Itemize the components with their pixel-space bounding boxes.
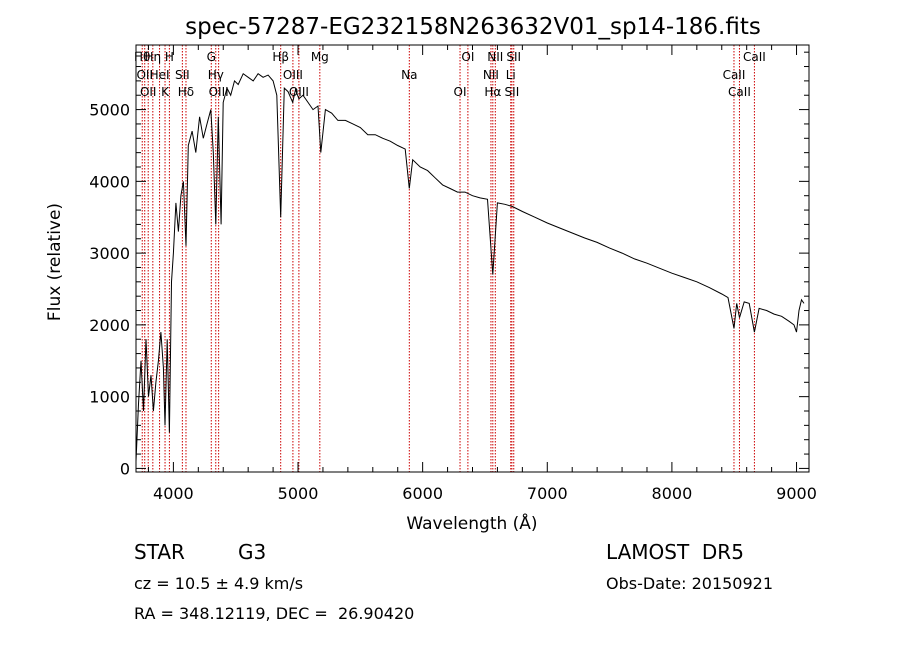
y-axis-label: Flux (relative): [45, 203, 65, 321]
spectral-line-label: H: [165, 50, 174, 64]
y-tick-label: 1000: [89, 388, 130, 407]
x-axis-label: Wavelength (Å): [406, 512, 537, 534]
spectrum-series-line: [135, 72, 805, 462]
spectral-line-label: OIII: [289, 85, 309, 99]
spectral-line-label: HeI: [150, 68, 170, 82]
spectral-line-labels: HθOIIOIIHηHeIKHSIIHδGHγOIIIHβOIIIOIIIMgN…: [134, 50, 766, 99]
sky-coordinates: RA = 348.12119, DEC = 26.90420: [134, 604, 415, 623]
spectral-line-markers: [141, 45, 755, 472]
y-tick-label: 4000: [89, 172, 130, 191]
x-tick-label: 9000: [776, 484, 817, 503]
spectral-line-label: SII: [506, 50, 521, 64]
spectral-line-label: OIII: [283, 68, 303, 82]
spectral-line-label: Hθ: [134, 50, 150, 64]
redshift-velocity: cz = 10.5 ± 4.9 km/s: [134, 574, 304, 593]
spectral-line-label: Hβ: [272, 50, 289, 64]
plot-frame: [135, 44, 810, 473]
object-class: STAR: [134, 540, 185, 564]
spectral-line-label: Hδ: [178, 85, 194, 99]
spectral-line-label: CaII: [728, 85, 751, 99]
spectral-line-label: CaII: [723, 68, 746, 82]
x-axis-ticks: 4000 5000 6000 7000 8000 9000: [147, 45, 817, 503]
spectral-line-label: OI: [461, 50, 474, 64]
x-tick-label: 4000: [153, 484, 194, 503]
observation-date: Obs-Date: 20150921: [606, 574, 774, 593]
spectral-line-label: Hη: [145, 50, 162, 64]
spectral-line-label: G: [207, 50, 216, 64]
spectral-line-label: NII: [483, 68, 499, 82]
spectral-line-label: Li: [506, 68, 516, 82]
x-tick-label: 8000: [652, 484, 693, 503]
spectral-line-label: SII: [175, 68, 190, 82]
spectral-line-label: OI: [454, 85, 467, 99]
spectral-line-label: Hα: [484, 85, 501, 99]
spectral-line-label: OII: [136, 68, 153, 82]
y-tick-label: 5000: [89, 101, 130, 120]
x-tick-label: 6000: [402, 484, 443, 503]
y-tick-label: 2000: [89, 316, 130, 335]
y-axis-ticks: 0 1000 2000 3000 4000 5000: [89, 51, 809, 478]
survey-name: LAMOST DR5: [606, 540, 744, 564]
spectral-line-label: SII: [505, 85, 520, 99]
spectral-line-label: K: [161, 85, 170, 99]
spectral-line-label: CaII: [743, 50, 766, 64]
y-tick-label: 3000: [89, 244, 130, 263]
spectral-line-label: Na: [401, 68, 417, 82]
chart-title: spec-57287-EG232158N263632V01_sp14-186.f…: [185, 14, 761, 40]
spectral-line-label: NII: [487, 50, 503, 64]
spectral-line-label: OII: [140, 85, 157, 99]
spectral-line-label: OIII: [209, 85, 229, 99]
y-tick-label: 0: [120, 459, 130, 478]
spectral-line-label: Hγ: [208, 68, 224, 82]
spectral-line-label: Mg: [311, 50, 329, 64]
x-tick-label: 7000: [527, 484, 568, 503]
object-subclass: G3: [238, 540, 267, 564]
x-tick-label: 5000: [278, 484, 319, 503]
